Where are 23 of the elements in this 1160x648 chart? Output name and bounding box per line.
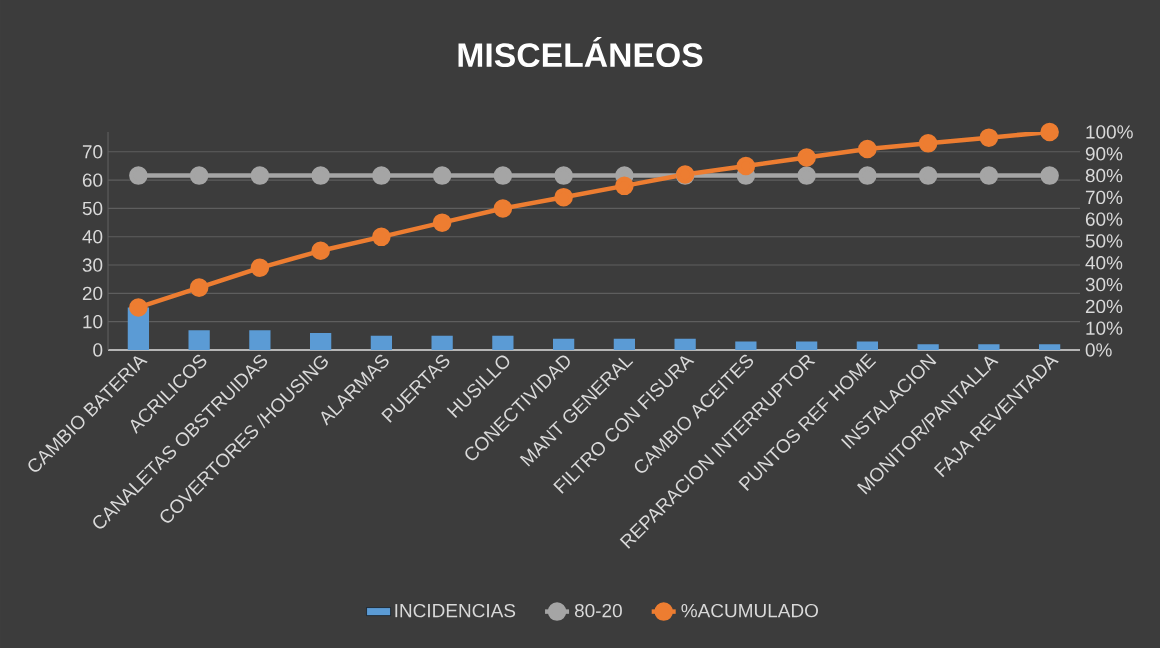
y2-tick-label: 90% <box>1085 147 1123 161</box>
y2-tick-label: 80% <box>1085 168 1123 183</box>
y-tick-label: 50 <box>82 201 103 216</box>
chart-title: MISCELÁNEOS <box>458 36 703 68</box>
y2-tick-label: 30% <box>1085 277 1123 292</box>
y-tick-label: 60 <box>82 173 103 187</box>
y2-tick-label: 100% <box>1086 125 1133 139</box>
y2-tick-label: 10% <box>1086 321 1123 335</box>
y2-tick-label: 0% <box>1085 343 1112 357</box>
y-tick-label: 20 <box>82 286 103 301</box>
y-tick-label: 0 <box>93 343 103 357</box>
legend-label: %ACUMULADO <box>681 603 818 618</box>
y-tick-label: 10 <box>83 314 103 329</box>
y-tick-label: 30 <box>82 258 103 272</box>
y2-tick-label: 40% <box>1085 256 1123 270</box>
y2-tick-label: 70% <box>1085 190 1123 205</box>
y-tick-label: 40 <box>82 230 103 244</box>
y2-tick-label: 50% <box>1085 234 1123 248</box>
legend-label: 80-20 <box>574 603 622 618</box>
legend-label: INCIDENCIAS <box>395 603 516 618</box>
y2-tick-label: 20% <box>1085 299 1123 314</box>
y-tick-label: 70 <box>82 145 103 159</box>
y2-tick-label: 60% <box>1085 212 1123 226</box>
